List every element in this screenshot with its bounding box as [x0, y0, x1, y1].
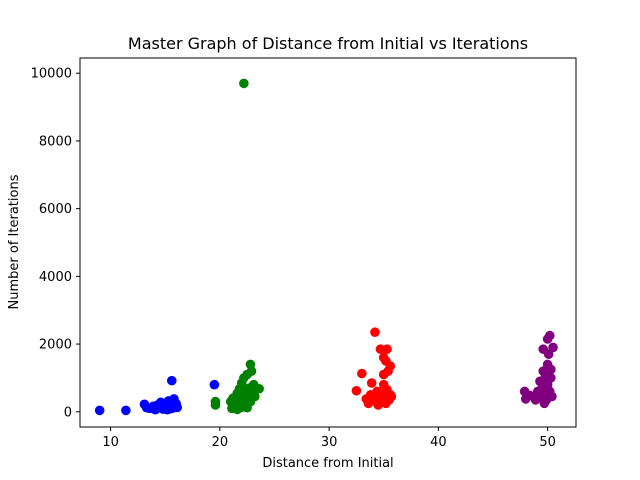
chart-title: Master Graph of Distance from Initial vs…	[128, 34, 528, 53]
data-point	[94, 405, 105, 416]
y-tick-label: 6000	[39, 202, 72, 217]
x-tick-label: 50	[539, 435, 556, 450]
data-point	[370, 327, 380, 338]
data-points	[94, 78, 558, 416]
x-tick-label: 20	[212, 435, 229, 450]
data-point	[209, 379, 220, 390]
y-tick-label: 2000	[39, 338, 72, 353]
x-tick-label: 10	[102, 435, 119, 450]
axis-ticks: 10 20 30 40 50 0 2000 4000 6000 8000 10000	[31, 67, 556, 450]
y-axis-title: Number of Iterations	[7, 174, 22, 309]
data-point	[210, 396, 221, 407]
x-tick-label: 40	[430, 435, 447, 450]
data-point	[544, 330, 555, 341]
data-point	[250, 391, 260, 402]
plot-frame	[79, 57, 577, 428]
data-point	[172, 402, 183, 413]
x-tick-label: 30	[321, 435, 338, 450]
data-point	[546, 364, 556, 375]
x-axis-title: Distance from Initial	[262, 456, 393, 471]
data-point	[547, 391, 557, 402]
data-point	[121, 405, 131, 416]
data-point	[386, 391, 397, 402]
data-point	[366, 378, 377, 388]
y-tick-label: 10000	[31, 67, 72, 82]
series-2	[210, 78, 264, 415]
series-1	[94, 375, 220, 416]
data-point	[239, 78, 249, 89]
y-tick-label: 0	[64, 405, 72, 420]
data-point	[382, 344, 392, 354]
data-point	[357, 368, 367, 379]
data-point	[254, 383, 264, 394]
y-tick-label: 4000	[39, 270, 72, 285]
data-point	[351, 385, 362, 396]
data-point	[548, 342, 558, 353]
y-tick-label: 8000	[39, 134, 72, 149]
data-point	[385, 361, 396, 371]
series-3	[351, 327, 397, 410]
data-point	[246, 366, 257, 376]
data-point	[166, 375, 177, 386]
data-point	[546, 373, 556, 383]
series-4	[519, 330, 558, 409]
